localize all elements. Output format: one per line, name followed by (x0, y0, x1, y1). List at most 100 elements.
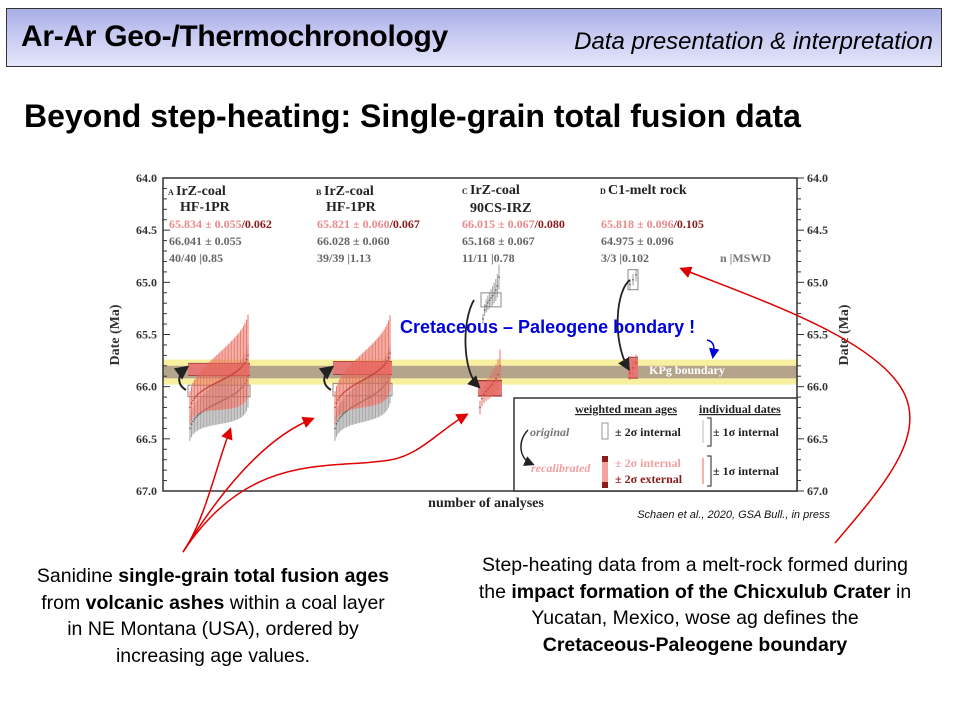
recalibrated-date-point (335, 402, 338, 404)
recalibrated-date-point (209, 384, 212, 387)
caption-bold: single-grain total fusion ages (118, 565, 390, 587)
recalibrated-date-point (485, 390, 487, 393)
kpg-annotation: Cretaceous – Paleogene bondary ! (400, 317, 695, 337)
recalibrated-date-point (217, 380, 220, 383)
panel-c-header: C IrZ-coal 90CS-IRZ 66.015 ± 0.067/0.080… (462, 183, 565, 265)
sample-id: HF-1PR (180, 200, 231, 215)
recalibrated-date-point (629, 372, 631, 375)
recal-ext-error: /0.062 (241, 217, 272, 231)
y-tick-label-left: 67.0 (136, 484, 157, 498)
original-date-point (483, 309, 486, 311)
n-mswd: 11/11 |0.78 (462, 251, 515, 265)
recalibrated-date-point (635, 361, 637, 364)
original-date-point (632, 278, 634, 281)
data-marks (187, 264, 639, 441)
header-bar: Ar-Ar Geo-/Thermochronology Data present… (6, 8, 942, 67)
original-date-point (482, 317, 484, 320)
caption-text: Step-heating data from a melt-rock forme… (478, 554, 908, 603)
recal-age: 65.834 ± 0.055 (169, 217, 242, 231)
recalibrated-date-point (339, 394, 342, 397)
recalibrated-date-point (386, 359, 389, 362)
recalibrated-date-point (221, 378, 224, 381)
panel-d-marks (627, 268, 639, 380)
sample-name: IrZ-coal (470, 183, 520, 198)
recal-ext-error: /0.080 (534, 217, 565, 231)
recalibrated-mean-int-box (188, 363, 250, 376)
recalibrated-date-point (203, 388, 206, 391)
recalibrated-date-point (192, 399, 194, 402)
legend-recal-box (602, 456, 608, 488)
n-mswd: 3/3 |0.102 (601, 251, 649, 265)
y-tick-label-right: 66.5 (807, 432, 828, 446)
recalibrated-date-point (351, 385, 354, 388)
recalibrated-date-point (632, 366, 634, 369)
original-date-point (498, 276, 500, 279)
recalibrated-date-point (383, 364, 386, 366)
recalibrated-date-point (220, 379, 223, 382)
legend-orig-wm: ± 2σ internal (615, 425, 681, 439)
y-tick-label-left: 66.5 (136, 432, 157, 446)
original-date-point (334, 427, 336, 430)
panel-b-marks (332, 315, 393, 441)
stats-header: n |MSWD (720, 251, 771, 265)
legend-col-individual: individual dates (699, 402, 781, 416)
panel-letter: D (600, 187, 606, 196)
recalibrated-date-point (483, 393, 485, 396)
legend-arrow (520, 429, 535, 466)
recalibrated-date-point (233, 371, 236, 374)
original-mean-box (187, 384, 251, 398)
recalibrated-date-point (199, 391, 202, 394)
legend-box (513, 397, 798, 492)
legend-recal-ext: ± 2σ external (615, 472, 683, 486)
sample-name: IrZ-coal (324, 184, 374, 199)
sample-id: 90CS-IRZ (470, 201, 531, 216)
panel-letter: B (316, 188, 322, 197)
y-tick-label-left: 64.0 (136, 171, 157, 185)
recalibrated-date-point (189, 406, 191, 409)
legend-recal-ext-bottom (602, 482, 608, 488)
recalibrated-date-point (378, 368, 381, 371)
original-date-point (341, 414, 344, 416)
y-tick-label-right: 66.0 (807, 380, 828, 394)
recalibrated-date-point (389, 352, 391, 355)
legend-original: original (530, 425, 570, 439)
y-tick-label-right: 64.0 (807, 171, 828, 185)
original-date-point (338, 417, 341, 420)
y-tick-label-right: 65.0 (807, 275, 828, 289)
panel-letter: C (462, 187, 468, 196)
legend-orig-box (601, 422, 609, 440)
original-date-point (196, 414, 199, 417)
y-tick-label-left: 65.5 (136, 328, 157, 342)
n-mswd: 40/40 |0.85 (169, 251, 223, 265)
recalibrated-date-point (354, 383, 357, 386)
recalibrated-date-point (341, 393, 344, 396)
panel-a-marks (187, 314, 251, 441)
recalibrated-date-point (195, 395, 197, 398)
orig-age: 65.168 ± 0.067 (462, 234, 535, 248)
recalibrated-date-point (247, 354, 249, 357)
x-axis-label: number of analyses (428, 496, 544, 511)
recalibrated-date-point (198, 392, 200, 395)
axes: 64.0 64.0 64.5 64.5 65.0 65.0 65.5 65.5 66.0 66.0… (136, 171, 828, 498)
svg-text:66.015 ± 0.067/0.080: 66.015 ± 0.067/0.080 (462, 217, 565, 231)
caption-text: from (41, 591, 86, 614)
recalibrated-date-point (491, 383, 493, 386)
citation: Schaen et al., 2020, GSA Bull., in press (637, 509, 830, 521)
recalibrated-date-point (342, 391, 345, 394)
recalibrated-date-point (368, 375, 371, 378)
svg-text:65.834 ± 0.055/0.062: 65.834 ± 0.055/0.062 (169, 217, 272, 231)
recalibrated-date-point (229, 374, 232, 377)
recalibrated-date-point (350, 386, 352, 389)
caption-bold: impact formation of the Chicxulub Crater (511, 580, 891, 603)
recalibrated-date-point (364, 377, 367, 380)
original-date-point (193, 418, 196, 420)
header-title: Ar-Ar Geo-/Thermochronology (21, 20, 448, 53)
panel-c-marks (478, 264, 502, 415)
panel-letter: A (168, 188, 174, 197)
pointer-arrow-panel-b (182, 416, 315, 553)
recalibrated-date-point (235, 370, 238, 373)
recal-age: 66.015 ± 0.067 (462, 217, 535, 231)
original-date-point (496, 285, 499, 287)
caption-bold: Cretaceous-Paleogene boundary (542, 633, 848, 656)
